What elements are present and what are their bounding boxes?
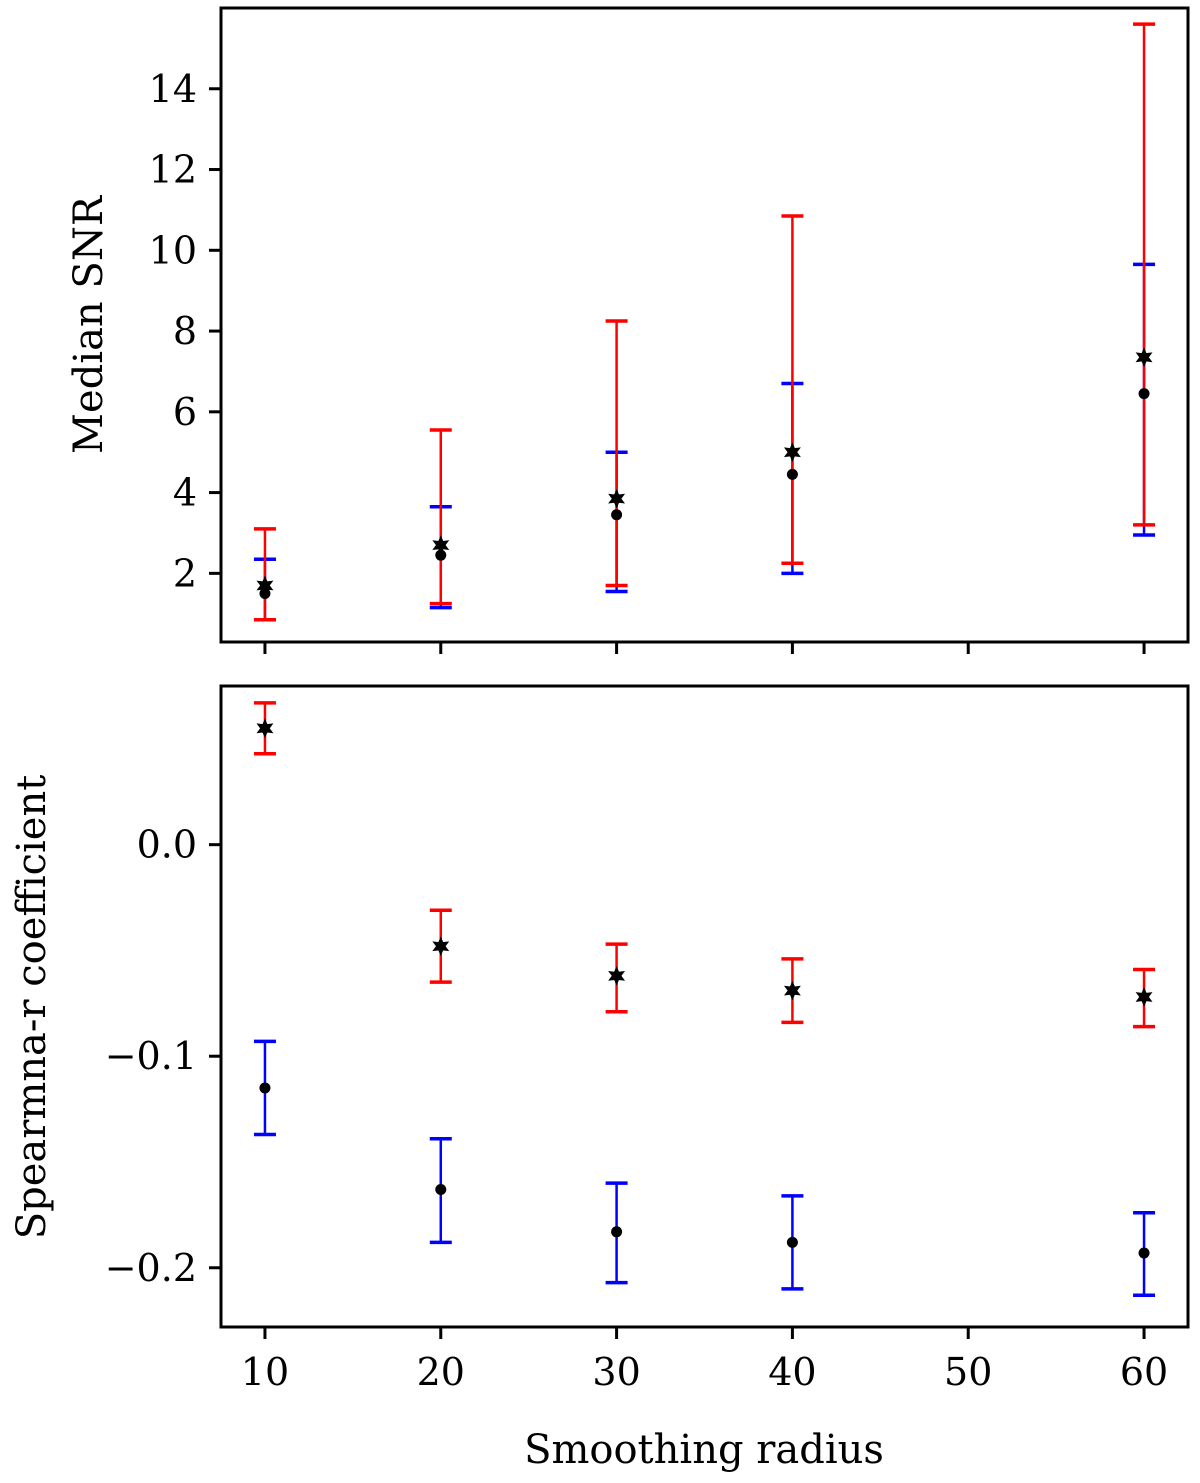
data-point-circle (1138, 388, 1150, 400)
y-tick-label: 6 (173, 390, 197, 434)
bottom-axes-frame (219, 684, 1190, 1329)
top-axis-ticks: 2 4 6 8 10 12 14 (149, 67, 1146, 654)
x-tick-label: 20 (417, 1350, 465, 1394)
data-point-star (256, 718, 274, 739)
data-point-star (1135, 987, 1153, 1007)
bottom-axis-ticks: 10 20 30 40 50 60 −0.2 −0.1 0.0 (105, 823, 1169, 1394)
y-tick-label: −0.1 (105, 1034, 197, 1078)
bottom-y-axis-label: Spearmna-r coefficient (9, 775, 55, 1240)
data-point-circle (435, 549, 447, 561)
x-tick-label: 40 (768, 1350, 816, 1394)
data-point-circle (611, 509, 623, 521)
y-tick-label: 14 (149, 67, 197, 111)
data-point-star (432, 936, 450, 956)
bottom-panel: 10 20 30 40 50 60 −0.2 −0.1 0.0 Spearmna-r coeff… (9, 684, 1190, 1473)
top-panel: 2 4 6 8 10 12 14 Median SNR (66, 6, 1190, 654)
data-point-star (608, 488, 626, 509)
y-tick-label: 0.0 (137, 823, 197, 867)
markers-circle (259, 388, 1150, 600)
top-plot-area (253, 22, 1156, 622)
data-point-star (783, 980, 801, 1001)
y-tick-label: 4 (173, 471, 197, 515)
x-axis-label: Smoothing radius (524, 1427, 884, 1473)
y-tick-label: −0.2 (105, 1246, 197, 1290)
y-tick-label: 8 (173, 309, 197, 353)
y-tick-label: 12 (149, 148, 197, 192)
data-point-circle (611, 1226, 623, 1238)
x-tick-label: 30 (592, 1350, 640, 1394)
data-point-star (608, 966, 626, 986)
y-tick-label: 2 (173, 551, 197, 595)
x-tick-label: 50 (944, 1350, 992, 1394)
data-point-circle (259, 1082, 271, 1094)
data-point-star (783, 442, 801, 462)
x-tick-label: 10 (241, 1350, 289, 1394)
x-tick-label: 60 (1120, 1350, 1168, 1394)
data-point-star (256, 575, 274, 596)
data-point-circle (1138, 1247, 1150, 1259)
top-y-axis-label: Median SNR (66, 194, 112, 454)
markers-circle (259, 1082, 1150, 1259)
markers-star (256, 347, 1153, 596)
data-point-star (432, 535, 450, 555)
y-tick-label: 10 (149, 228, 197, 272)
data-point-circle (435, 1183, 447, 1195)
series-red (253, 22, 1156, 622)
bottom-plot-area (253, 701, 1156, 1298)
data-point-circle (786, 468, 798, 480)
markers-star (256, 718, 1153, 1007)
data-point-star (1135, 347, 1153, 368)
data-point-circle (786, 1236, 798, 1248)
top-axes-frame (219, 6, 1190, 644)
